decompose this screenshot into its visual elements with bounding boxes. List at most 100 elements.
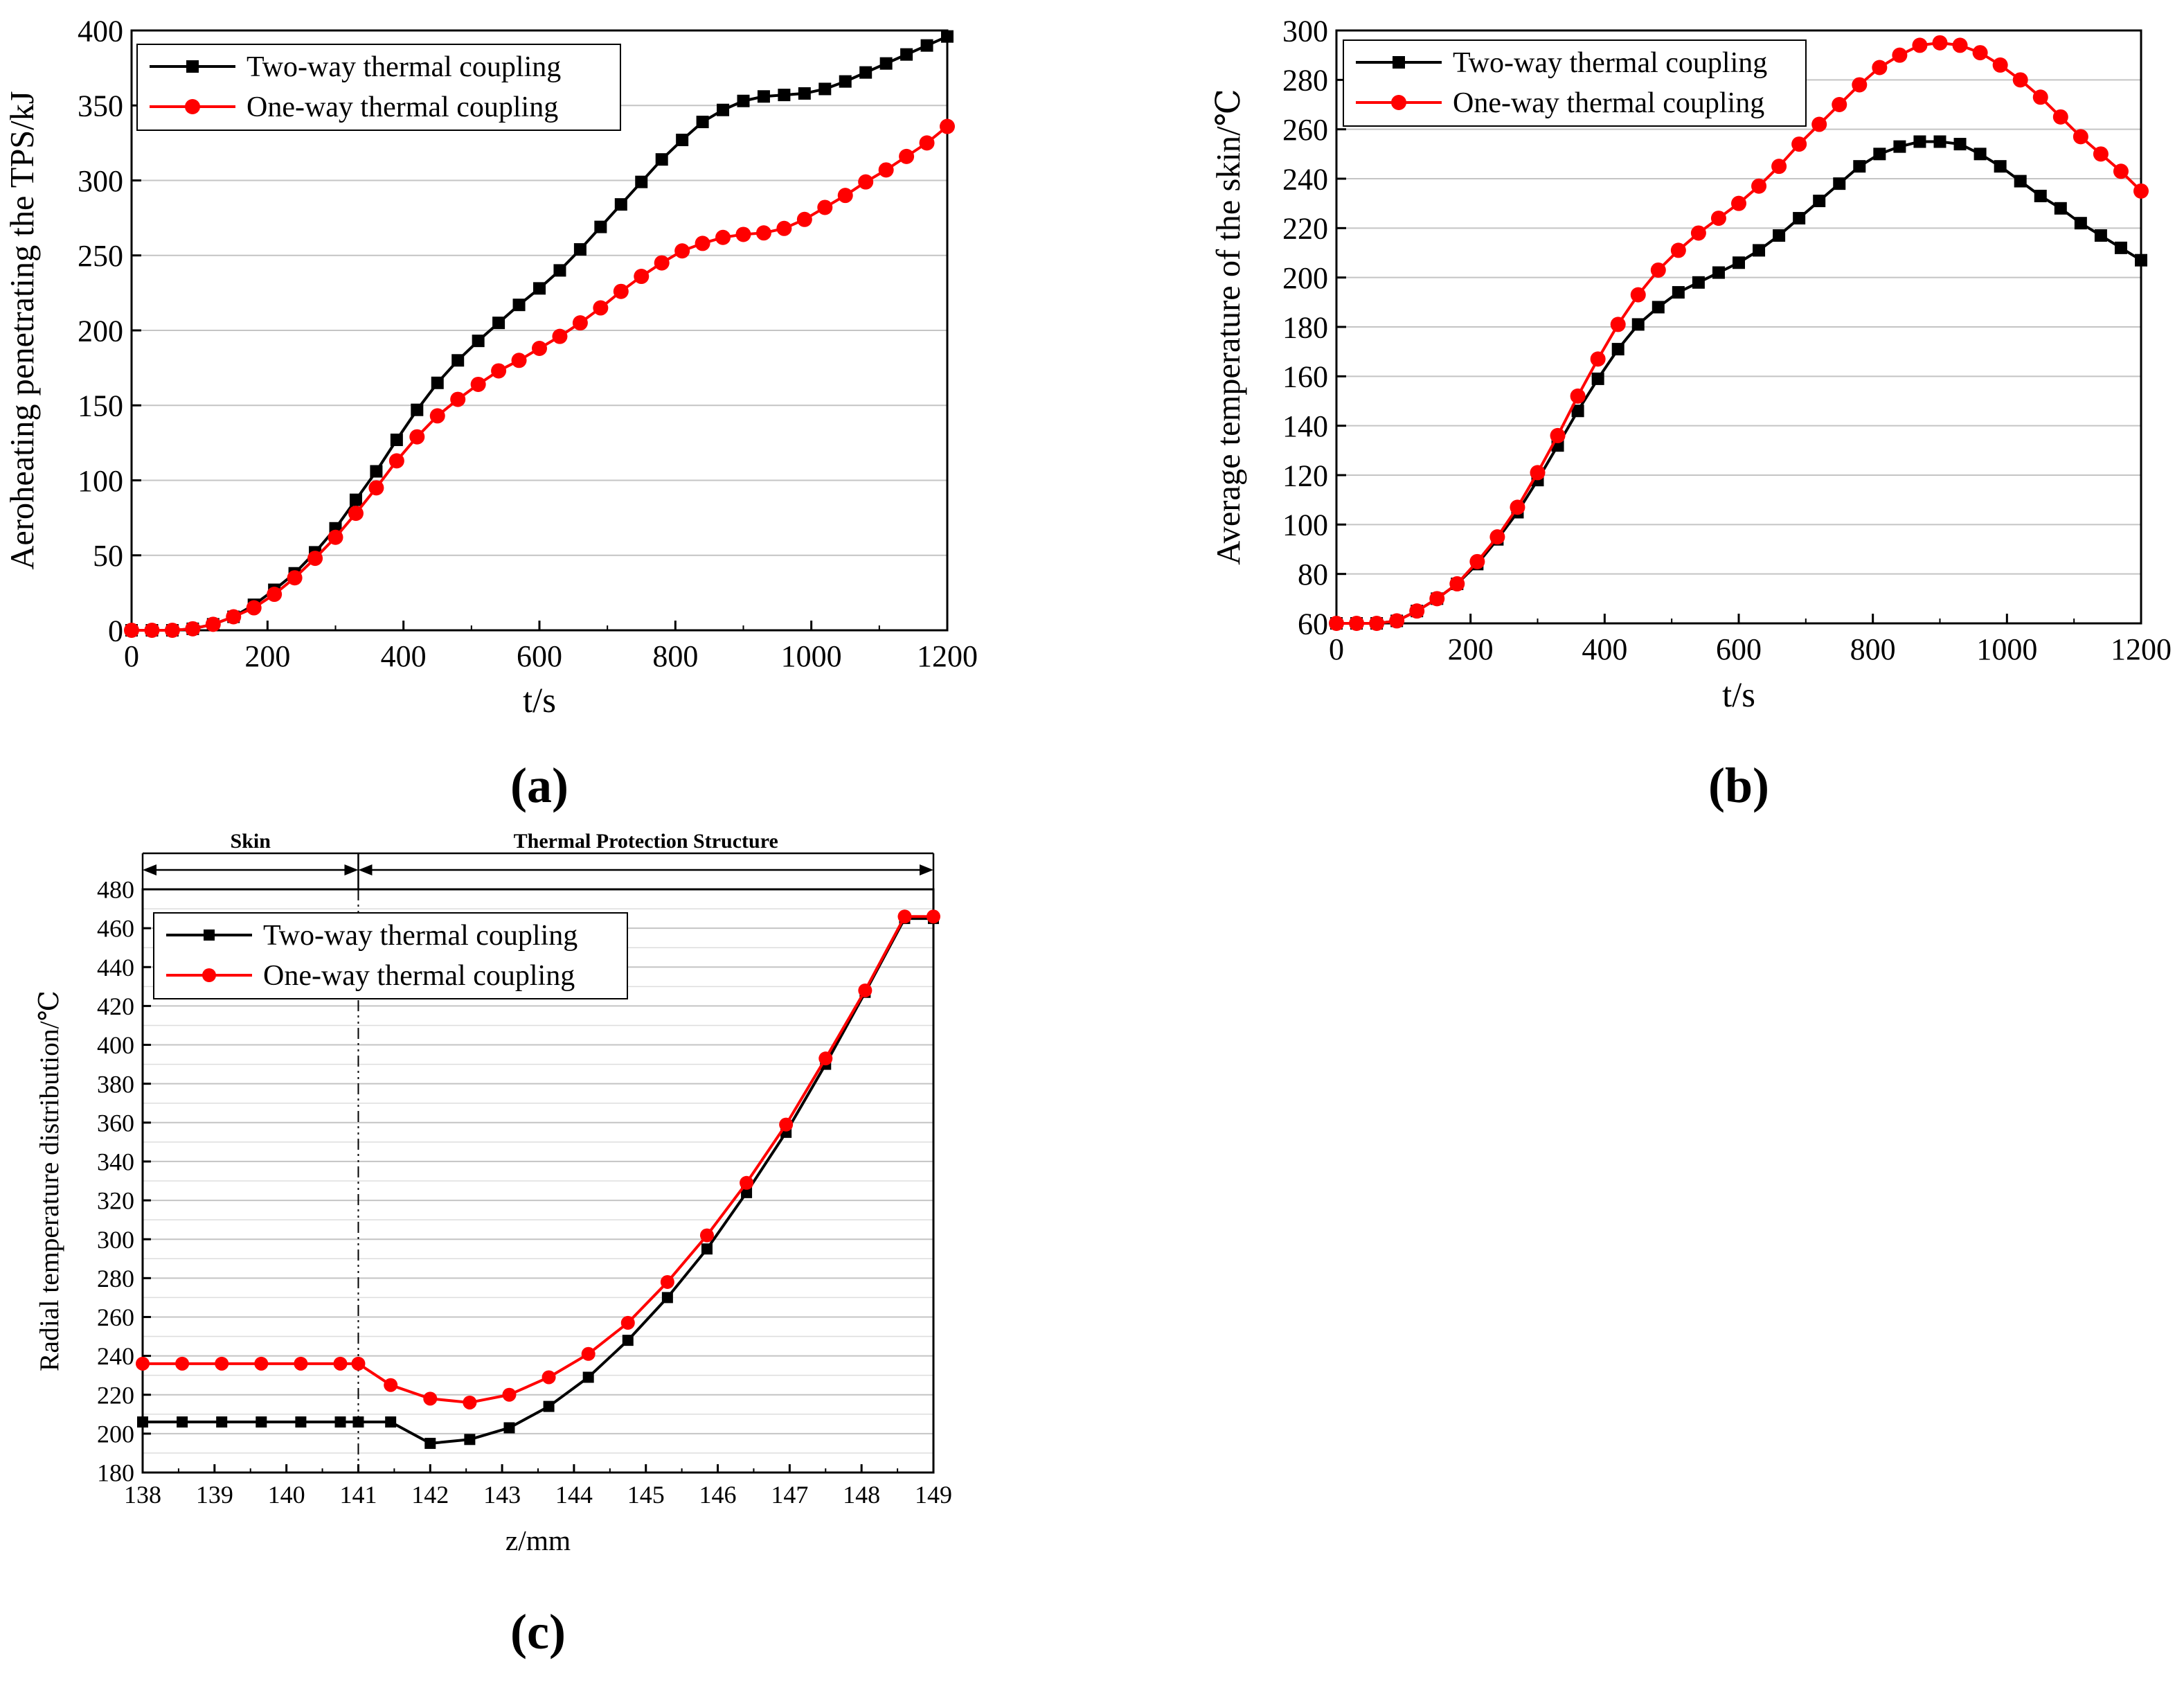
data-point-one-way [267, 587, 283, 603]
data-point-two-way [411, 403, 424, 416]
y-tick-label: 220 [1282, 212, 1328, 246]
data-point-two-way [839, 75, 852, 88]
data-point-two-way [635, 175, 648, 188]
x-tick-label: 800 [652, 639, 698, 673]
data-point-two-way [701, 1243, 713, 1255]
data-point-two-way [622, 1335, 634, 1346]
data-point-one-way [226, 609, 242, 625]
region-label-skin: Skin [231, 830, 271, 853]
y-tick-label: 280 [97, 1265, 134, 1292]
x-tick-label: 1000 [781, 639, 842, 673]
data-point-one-way [1369, 616, 1385, 631]
data-point-one-way [2032, 89, 2048, 105]
data-point-one-way [654, 255, 670, 271]
chart-panel-b: 0 200 400 600 800 1000 1200 60 80 100 120 140 160 180… [1210, 14, 2172, 813]
x-tick-label: 141 [339, 1481, 377, 1509]
data-point-one-way [1791, 136, 1807, 152]
data-point-one-way [940, 118, 955, 134]
x-axis-label: t/s [1722, 675, 1755, 714]
y-tick-label: 150 [78, 389, 123, 423]
data-point-one-way [307, 551, 323, 567]
data-point-one-way [1449, 576, 1465, 592]
data-point-one-way [740, 1175, 754, 1190]
data-point-one-way [776, 220, 792, 236]
series-layer [1329, 35, 2149, 631]
data-point-two-way [1833, 177, 1846, 190]
data-point-two-way [1973, 148, 1987, 161]
data-point-two-way [385, 1416, 397, 1428]
data-point-one-way [899, 148, 915, 164]
data-point-one-way [1469, 553, 1485, 569]
data-point-two-way [741, 1186, 753, 1198]
data-point-one-way [254, 1356, 269, 1371]
data-point-one-way [858, 174, 874, 190]
x-tick-label: 138 [124, 1481, 161, 1509]
data-point-two-way [676, 134, 689, 147]
data-point-two-way [879, 57, 893, 70]
data-point-one-way [620, 1315, 635, 1330]
y-tick-label: 140 [1282, 409, 1328, 443]
data-point-two-way [920, 39, 933, 52]
data-point-one-way [136, 1356, 150, 1371]
data-point-one-way [878, 162, 894, 178]
y-tick-label: 480 [97, 876, 134, 904]
series-layer [136, 909, 940, 1449]
data-point-two-way [778, 89, 791, 102]
data-point-one-way [1570, 388, 1586, 404]
y-tick-label: 60 [1298, 607, 1328, 641]
data-point-two-way [1913, 135, 1926, 148]
y-tick-label: 440 [97, 954, 134, 981]
data-point-one-way [613, 283, 629, 299]
panel-label: (a) [510, 758, 569, 813]
data-point-two-way [177, 1416, 188, 1428]
series-line-one-way [143, 915, 933, 1404]
data-point-one-way [2133, 183, 2149, 199]
data-point-one-way [699, 1228, 714, 1243]
y-tick-label: 240 [1282, 162, 1328, 196]
legend-marker-square [204, 930, 215, 941]
data-point-two-way [1692, 276, 1705, 289]
y-tick-label: 240 [97, 1342, 134, 1370]
data-point-two-way [503, 1422, 515, 1434]
data-point-one-way [1710, 211, 1726, 226]
data-point-one-way [837, 188, 853, 204]
y-tick-label: 160 [1282, 360, 1328, 394]
data-point-one-way [384, 1378, 398, 1392]
data-point-one-way [388, 453, 404, 469]
data-point-two-way [717, 103, 730, 116]
x-tick-label: 145 [627, 1481, 665, 1509]
y-tick-label: 460 [97, 915, 134, 943]
data-point-two-way [1591, 372, 1604, 385]
tps-arrow-head-right [920, 864, 933, 875]
data-point-one-way [1872, 60, 1888, 75]
x-tick-label: 1200 [917, 639, 978, 673]
data-point-two-way [573, 243, 587, 256]
data-point-two-way [594, 220, 607, 233]
data-point-two-way [2114, 241, 2127, 254]
data-point-one-way [1952, 37, 1968, 53]
data-point-two-way [137, 1416, 148, 1428]
data-point-two-way [334, 1416, 346, 1428]
x-tick-label: 142 [411, 1481, 449, 1509]
data-point-one-way [511, 353, 527, 368]
data-point-two-way [900, 48, 913, 61]
data-point-one-way [735, 226, 751, 242]
y-tick-label: 420 [97, 993, 134, 1020]
y-tick-label: 180 [97, 1459, 134, 1487]
y-tick-label: 120 [1282, 459, 1328, 492]
data-point-one-way [541, 1370, 556, 1385]
data-point-two-way [2014, 175, 2027, 188]
y-tick-label: 50 [93, 539, 123, 573]
x-axis-label: t/s [523, 681, 556, 720]
legend-label: One-way thermal coupling [263, 960, 575, 992]
x-tick-label: 400 [381, 639, 427, 673]
data-point-two-way [1953, 138, 1967, 151]
data-point-two-way [370, 465, 383, 478]
data-point-one-way [205, 616, 221, 632]
data-point-one-way [581, 1346, 596, 1361]
legend-marker-circle [202, 968, 216, 982]
data-point-two-way [1994, 160, 2007, 173]
data-point-one-way [463, 1395, 477, 1409]
x-tick-label: 0 [124, 639, 139, 673]
data-point-two-way [1611, 343, 1624, 356]
